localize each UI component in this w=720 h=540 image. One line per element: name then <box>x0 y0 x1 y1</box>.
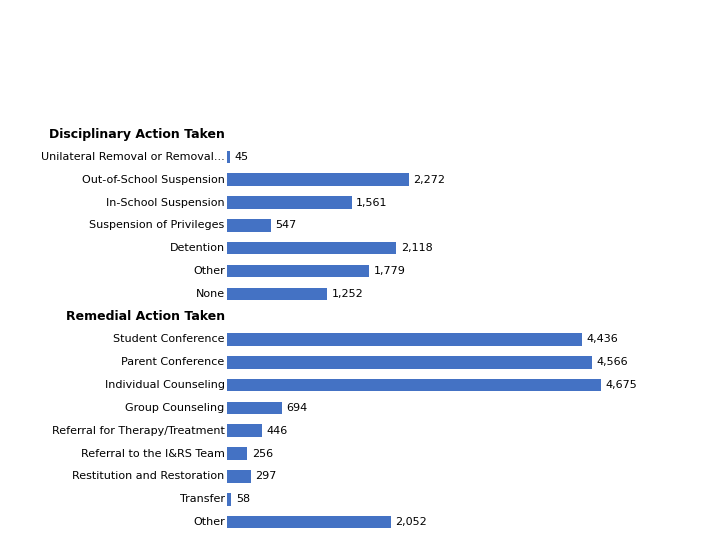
Text: 446: 446 <box>267 426 288 436</box>
Text: Other: Other <box>193 517 225 527</box>
Bar <box>227 424 263 437</box>
Bar <box>227 447 247 460</box>
Text: Group Counseling: Group Counseling <box>125 403 225 413</box>
Text: Unilateral Removal or Removal...: Unilateral Removal or Removal... <box>41 152 225 162</box>
Text: Remedial Action Taken: Remedial Action Taken <box>66 310 225 323</box>
Text: 2,052: 2,052 <box>395 517 427 527</box>
Text: 547: 547 <box>275 220 296 231</box>
Text: Individual Counseling: Individual Counseling <box>104 380 225 390</box>
Bar <box>227 196 351 209</box>
Text: 1,779: 1,779 <box>374 266 405 276</box>
Text: Parent Conference: Parent Conference <box>122 357 225 367</box>
Text: Other: Other <box>193 266 225 276</box>
Text: 1,252: 1,252 <box>331 289 363 299</box>
Bar <box>227 516 391 528</box>
Text: Referral to the I&RS Team: Referral to the I&RS Team <box>81 449 225 458</box>
Bar <box>227 402 282 414</box>
Text: 4,436: 4,436 <box>586 334 618 345</box>
Text: 2,118: 2,118 <box>400 243 433 253</box>
Text: Suspension of Privileges: Suspension of Privileges <box>89 220 225 231</box>
Text: 1,561: 1,561 <box>356 198 387 207</box>
Text: Disciplinary Action Taken: Disciplinary Action Taken <box>49 127 225 140</box>
Text: Transfer: Transfer <box>180 494 225 504</box>
Text: In-School Suspension: In-School Suspension <box>106 198 225 207</box>
Text: Restitution and Restoration: Restitution and Restoration <box>73 471 225 481</box>
Text: 58: 58 <box>236 494 250 504</box>
Text: Disciplinary and Remedial Actions Taken
for HIB Offenders, 2013-2014: Disciplinary and Remedial Actions Taken … <box>18 27 621 84</box>
Text: 694: 694 <box>287 403 308 413</box>
Bar <box>227 379 600 392</box>
Bar <box>227 219 271 232</box>
Text: 4,675: 4,675 <box>606 380 637 390</box>
Text: Student Conference: Student Conference <box>113 334 225 345</box>
Bar <box>227 470 251 483</box>
Bar <box>227 265 369 277</box>
Text: 256: 256 <box>252 449 273 458</box>
Text: 45: 45 <box>235 152 249 162</box>
Bar <box>227 151 230 163</box>
Bar <box>227 333 582 346</box>
Text: 297: 297 <box>255 471 276 481</box>
Text: None: None <box>196 289 225 299</box>
Bar <box>227 356 592 369</box>
Bar <box>227 173 408 186</box>
Bar <box>227 242 396 254</box>
Bar <box>227 493 231 505</box>
Text: Detention: Detention <box>169 243 225 253</box>
Text: 2,272: 2,272 <box>413 175 445 185</box>
Bar <box>227 287 327 300</box>
Text: Out-of-School Suspension: Out-of-School Suspension <box>82 175 225 185</box>
Text: 4,566: 4,566 <box>596 357 628 367</box>
Text: Referral for Therapy/Treatment: Referral for Therapy/Treatment <box>52 426 225 436</box>
